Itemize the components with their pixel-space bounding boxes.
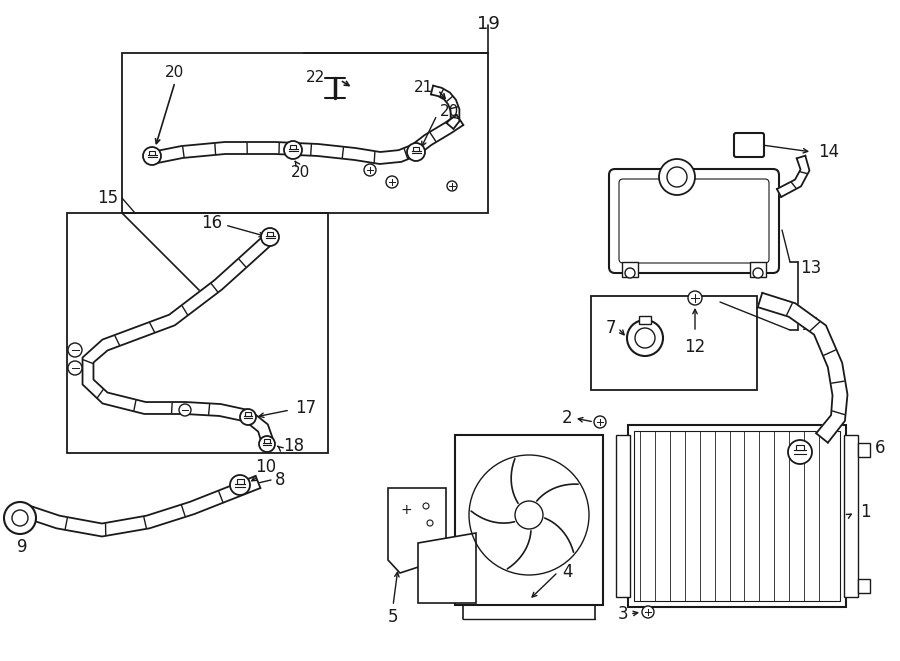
Circle shape bbox=[788, 440, 812, 464]
Circle shape bbox=[259, 436, 275, 452]
Text: 3: 3 bbox=[617, 605, 628, 623]
Text: 7: 7 bbox=[606, 319, 616, 337]
Polygon shape bbox=[151, 115, 464, 164]
Bar bbox=[267, 231, 274, 236]
Polygon shape bbox=[777, 156, 809, 197]
Text: 6: 6 bbox=[875, 439, 886, 457]
Bar bbox=[628, 425, 846, 607]
Text: 19: 19 bbox=[477, 15, 500, 33]
Text: 1: 1 bbox=[860, 503, 870, 521]
Circle shape bbox=[407, 143, 425, 161]
Bar bbox=[148, 151, 155, 155]
Text: 15: 15 bbox=[97, 189, 118, 207]
Text: 10: 10 bbox=[255, 458, 276, 476]
Bar bbox=[622, 262, 638, 277]
Polygon shape bbox=[83, 233, 274, 445]
Bar bbox=[639, 316, 651, 324]
Circle shape bbox=[261, 228, 279, 246]
Text: 20: 20 bbox=[166, 65, 184, 80]
Circle shape bbox=[68, 361, 82, 375]
Bar bbox=[844, 435, 858, 597]
FancyBboxPatch shape bbox=[609, 169, 779, 273]
Circle shape bbox=[386, 176, 398, 188]
Circle shape bbox=[688, 291, 702, 305]
Circle shape bbox=[642, 606, 654, 618]
Bar bbox=[122, 53, 488, 213]
Text: 7: 7 bbox=[791, 444, 802, 462]
Circle shape bbox=[447, 181, 457, 191]
Text: 16: 16 bbox=[201, 214, 222, 232]
Polygon shape bbox=[418, 533, 476, 603]
Text: 11: 11 bbox=[800, 316, 821, 334]
Circle shape bbox=[230, 475, 250, 495]
Circle shape bbox=[627, 320, 663, 356]
Text: 12: 12 bbox=[684, 338, 706, 356]
Polygon shape bbox=[388, 488, 446, 573]
Circle shape bbox=[753, 268, 763, 278]
Bar bbox=[67, 213, 328, 453]
Circle shape bbox=[427, 520, 433, 526]
Circle shape bbox=[143, 147, 161, 165]
Bar bbox=[750, 262, 766, 277]
Circle shape bbox=[68, 343, 82, 357]
Bar bbox=[591, 296, 757, 390]
Circle shape bbox=[284, 141, 302, 159]
Circle shape bbox=[659, 159, 695, 195]
Text: 13: 13 bbox=[800, 259, 821, 277]
Text: 5: 5 bbox=[388, 608, 398, 626]
Bar bbox=[245, 412, 251, 416]
Circle shape bbox=[594, 416, 606, 428]
Bar bbox=[858, 443, 870, 457]
Text: 14: 14 bbox=[818, 143, 839, 161]
Circle shape bbox=[364, 164, 376, 176]
Text: 9: 9 bbox=[17, 538, 27, 556]
Circle shape bbox=[423, 503, 429, 509]
Text: 17: 17 bbox=[295, 399, 316, 417]
Bar bbox=[796, 445, 805, 450]
Bar bbox=[413, 147, 419, 151]
Bar bbox=[237, 479, 244, 483]
Text: 22: 22 bbox=[306, 71, 325, 85]
Text: 20: 20 bbox=[440, 104, 459, 120]
Text: 8: 8 bbox=[275, 471, 285, 489]
Bar bbox=[634, 431, 840, 601]
Bar bbox=[265, 439, 270, 443]
Circle shape bbox=[240, 409, 256, 425]
Polygon shape bbox=[758, 293, 848, 443]
Text: 21: 21 bbox=[414, 81, 433, 95]
Text: 4: 4 bbox=[562, 563, 572, 581]
Text: +: + bbox=[400, 503, 412, 517]
Bar bbox=[455, 435, 603, 605]
Text: 2: 2 bbox=[562, 409, 572, 427]
Text: 20: 20 bbox=[291, 165, 310, 180]
Bar bbox=[616, 435, 630, 597]
Circle shape bbox=[4, 502, 36, 534]
Text: 18: 18 bbox=[283, 437, 304, 455]
Polygon shape bbox=[26, 476, 260, 537]
Circle shape bbox=[625, 268, 635, 278]
Bar bbox=[290, 145, 296, 149]
Circle shape bbox=[179, 404, 191, 416]
Polygon shape bbox=[431, 86, 459, 129]
FancyBboxPatch shape bbox=[734, 133, 764, 157]
Bar bbox=[858, 579, 870, 593]
